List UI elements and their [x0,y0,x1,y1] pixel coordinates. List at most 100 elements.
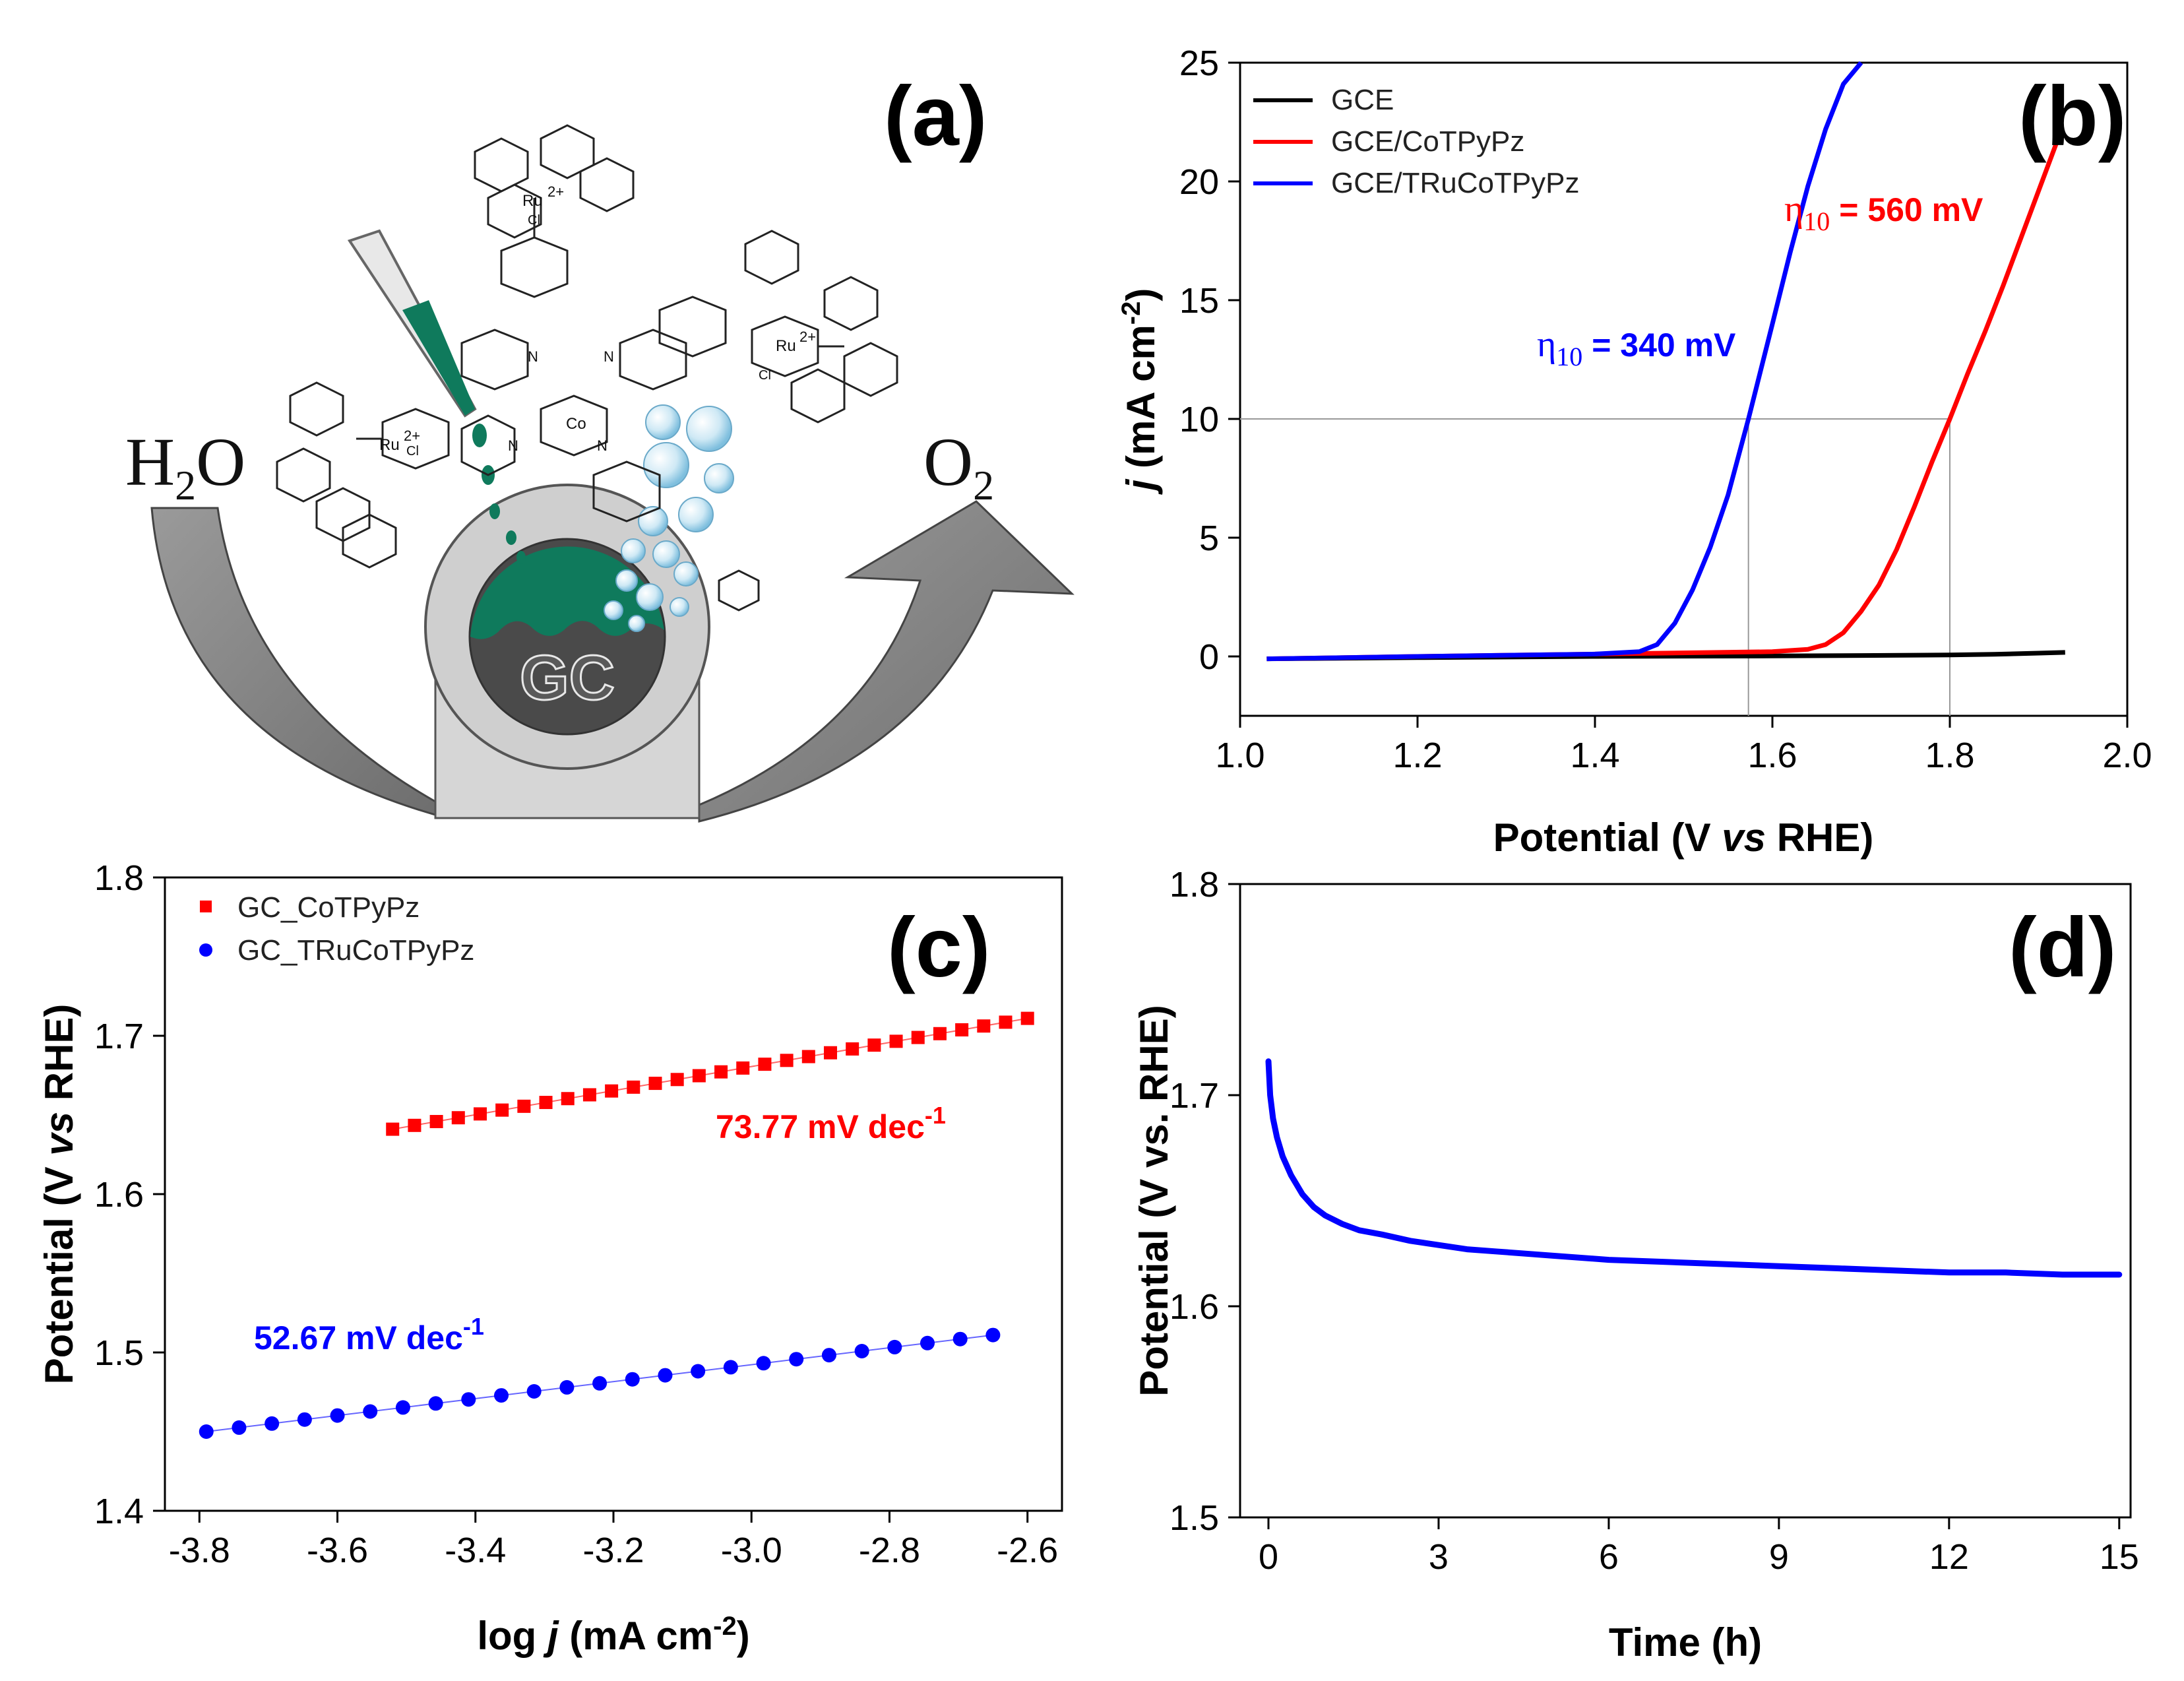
plot-d-y-axis-label: Potential (V vs. RHE) [1132,1005,1176,1396]
y-tick-label: 10 [1179,400,1219,439]
reactant-label: H2O [125,424,245,509]
x-tick-label: 15 [2100,1537,2139,1577]
x-tick-label: -3.2 [582,1531,644,1570]
data-point-square [801,1050,815,1063]
data-point-circle [199,1424,214,1439]
atom-ru-top-charge: 2+ [547,183,564,200]
y-tick-label: 1.6 [94,1175,144,1215]
plot-b-x-axis-label: Potential (V vs RHE) [1493,815,1874,860]
data-point-circle [691,1364,706,1379]
plot-b-frame [1239,61,2129,717]
molecule-atom-labels: Co Ru 2+ Cl Ru 2+ Cl Ru 2+ Cl N N N N [379,183,816,459]
data-point-square [977,1019,991,1033]
annotation-tafel-blue: 52.67 mV dec-1 [254,1313,484,1356]
plot-b-reference-lines [1240,418,1950,716]
plot-d-x-axis-label: Time (h) [1609,1620,1762,1665]
x-tick-label: 6 [1599,1537,1619,1577]
panel-c-label: (c) [887,901,990,995]
plot-c-fit-lines [206,1017,1028,1432]
data-point-square [473,1107,487,1121]
legend-label-gc-cotpypz: GC_CoTPyPz [237,891,420,924]
plot-b-y-ticks: 0 5 10 15 20 25 [1179,44,1240,677]
atom-n-3: N [597,437,608,454]
legend-label-gce-trucotpypz: GCE/TRuCoTPyPz [1331,167,1580,199]
panel-c: -3.8 -3.6 -3.4 -3.2 -3.0 -2.8 -2.6 1.41.51.61.… [37,858,1063,1658]
data-point-square [627,1080,640,1094]
plot-b-y-axis-label: j (mA cm-2) [1117,288,1163,495]
data-point-circle [952,1331,968,1347]
plot-b-series [1266,61,2065,662]
data-point-circle [395,1400,410,1415]
data-point-square [889,1034,903,1048]
plot-c-y-axis-label: Potential (V vs RHE) [37,1004,81,1385]
data-point-circle [658,1368,673,1383]
data-point-circle [592,1376,608,1391]
legend-marker-gc-cotpypz [200,901,212,912]
plot-b-legend: GCE GCE/CoTPyPz GCE/TRuCoTPyPz [1253,84,1580,199]
atom-ru-right: Ru [776,337,796,355]
data-point-square [1020,1011,1034,1025]
x-tick-label: 3 [1429,1537,1449,1577]
data-point-square [517,1099,531,1113]
x-tick-label: 1.2 [1392,736,1442,775]
data-point-square [714,1065,728,1079]
atom-ru-right-charge: 2+ [799,329,816,345]
data-point-circle [330,1408,345,1423]
x-tick-label: -3.6 [307,1531,368,1570]
data-point-circle [789,1352,804,1367]
data-point-circle [428,1396,443,1411]
data-point-square [933,1027,947,1040]
series-line-gce-cotpypz [1266,143,2059,662]
x-tick-label: 1.0 [1215,736,1264,775]
data-point-square [780,1054,794,1067]
atom-cl-top: Cl [528,213,540,228]
atom-cl-right: Cl [759,368,771,383]
y-tick-label: 1.8 [1170,865,1219,904]
data-point-circle [723,1360,738,1375]
data-point-circle [232,1420,247,1435]
panel-b-label: (b) [2018,69,2126,164]
molecule-structure [276,124,898,612]
data-point-square [867,1038,881,1052]
data-point-square [408,1118,421,1132]
annotation-eta-blue: η10 = 340 mV [1537,324,1736,371]
data-point-square [451,1111,465,1125]
data-point-square [386,1122,400,1136]
y-tick-label: 5 [1199,519,1219,558]
electrode-label: GC [520,643,615,713]
x-tick-label: -3.4 [445,1531,506,1570]
atom-n-2: N [604,348,614,365]
atom-ru-top: Ru [522,192,543,210]
y-tick-label: 1.5 [94,1333,144,1373]
data-point-square [758,1058,772,1071]
data-point-circle [461,1392,476,1407]
data-point-circle [265,1416,280,1431]
y-tick-label: 1.6 [1170,1287,1219,1327]
plot-d-x-ticks: 0 3 6 9 12 15 [1259,1517,2139,1577]
y-tick-label: 25 [1179,44,1219,83]
x-tick-label: 9 [1769,1537,1789,1577]
plot-c-y-ticks: 1.4 1.5 1.6 1.7 1.8 [94,858,165,1531]
series-line-stability [1265,1058,2123,1278]
plot-c-legend: GC_CoTPyPz GC_TRuCoTPyPz [199,891,474,967]
panel-a: GC [125,69,1075,823]
data-point-square [495,1103,509,1117]
atom-cl-left: Cl [406,444,419,459]
annotation-eta-red: η10 = 560 mV [1784,189,1983,236]
y-tick-label: 0 [1199,637,1219,677]
data-point-square [582,1088,596,1102]
data-point-circle [297,1412,312,1427]
panel-a-label: (a) [884,69,987,164]
right-curved-arrow [698,500,1075,823]
data-point-circle [920,1335,935,1350]
plot-c-x-axis-label: log j (mA cm-2) [477,1612,749,1658]
x-tick-label: 12 [1929,1537,1969,1577]
plot-c-x-ticks: -3.8 -3.6 -3.4 -3.2 -3.0 -2.8 -2.6 [169,1511,1058,1570]
data-point-square [539,1096,553,1110]
data-point-square [736,1061,750,1075]
panel-b: 1.0 1.2 1.4 1.6 1.8 2.0 0 5 10 15 20 25 GCE GCE/Co… [1117,44,2152,860]
panel-d-label: (d) [2009,901,2116,995]
plot-d-series [1265,1058,2123,1278]
data-point-square [911,1031,925,1044]
